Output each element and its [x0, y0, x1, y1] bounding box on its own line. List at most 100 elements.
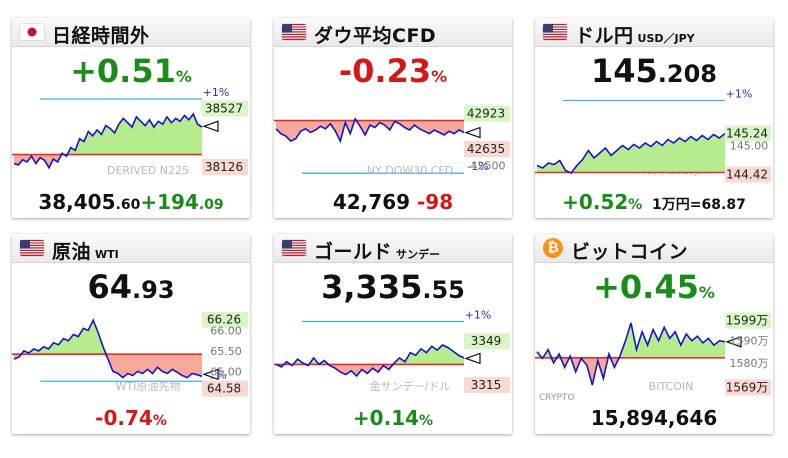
headline-integer: 3,335: [321, 268, 423, 306]
price-chart: -1% NY DOW30 CFD 42923 42635 42500: [274, 105, 510, 177]
high-label: 66.26: [207, 313, 241, 327]
high-label: 42923: [467, 107, 505, 121]
current-price-arrow-icon: [202, 368, 219, 381]
low-label: 38126: [205, 160, 243, 174]
chart-watermark: BITCOIN: [649, 380, 694, 393]
axis-tick-label: 42500: [471, 160, 506, 173]
loss-area: [537, 357, 725, 386]
price-chart: +1% 金サンデー/ドル 3349 3315: [274, 308, 510, 393]
low-label: 64.58: [207, 382, 241, 396]
card-title: 日経時間外: [52, 21, 150, 48]
footer-value: -0.74%: [12, 406, 250, 430]
headline-decimal: .208: [657, 60, 717, 88]
price-chart: BITCOIN 1599万 1569万 1590万 1580万 CRYPTO: [535, 312, 771, 403]
card-header: ₿ ビットコイン: [535, 234, 773, 263]
axis-tick-label: 65.50: [210, 345, 242, 358]
bitcoin-icon: ₿: [543, 238, 563, 258]
headline-integer: +0.45: [593, 268, 699, 306]
low-label: 42635: [467, 142, 505, 156]
card-dow[interactable]: ダウ平均CFD -1% NY DOW30 CFD 42923 42635 42500 -0.…: [274, 18, 512, 218]
headline-value: 145.208: [535, 52, 773, 90]
current-price-arrow-icon: [464, 352, 481, 365]
card-header: 日経時間外: [12, 18, 250, 47]
high-label: 3349: [471, 334, 502, 348]
loss-area: [14, 354, 202, 378]
headline-integer: +0.51: [70, 52, 176, 90]
percent-guide-label: +1%: [726, 88, 753, 101]
card-gold[interactable]: ゴールド サンデー +1% 金サンデー/ドル 3349 3315 3,335.55 +0.14…: [274, 234, 512, 434]
card-subtitle: WTI: [95, 248, 119, 261]
card-title: 原油 WTI: [52, 237, 119, 264]
headline-unit: %: [175, 67, 192, 86]
us-flag-icon: [543, 24, 567, 40]
low-label: 1569万: [726, 380, 769, 394]
card-title-text: ドル円: [575, 25, 634, 47]
axis-tick-label: 66.00: [210, 324, 242, 337]
percent-guide-label: +1%: [465, 308, 492, 321]
price-series-line: [275, 117, 465, 144]
axis-tick-label: 1580万: [730, 357, 769, 370]
card-title: ビットコイン: [571, 237, 688, 264]
card-title-text: 原油: [52, 241, 92, 263]
chart-watermark: WTI原油先物: [116, 379, 181, 393]
footer-part: %: [628, 197, 643, 213]
card-header: ゴールド サンデー: [274, 234, 512, 263]
chart-watermark: NY DOW30 CFD: [367, 164, 453, 177]
footer-part: .09: [198, 197, 224, 213]
headline-value: -0.23%: [274, 52, 512, 90]
headline-integer: -0.23: [338, 52, 432, 90]
footer-part: 1万円=68.87: [642, 197, 746, 213]
price-series-line: [13, 112, 203, 170]
current-price-arrow-icon: [202, 120, 219, 133]
low-label: 144.42: [726, 168, 768, 182]
gain-area: [14, 114, 202, 155]
card-title: ドル円 USD／JPY: [575, 21, 695, 48]
price-series-line: [275, 344, 465, 378]
footer-part: .60: [115, 197, 141, 213]
footer-value: 38,405.60+194.09: [12, 190, 250, 214]
high-label-bg: [202, 311, 248, 328]
card-wti[interactable]: 原油WTI-1%WTI原油先物66.2664.5866.0065.5065.00…: [12, 234, 250, 434]
card-title-text: ビットコイン: [571, 241, 689, 263]
axis-tick-label: 145.00: [730, 140, 769, 153]
headline-decimal: .93: [132, 276, 175, 304]
footer-part: -0.74: [95, 406, 153, 430]
card-title-text: 日経時間外: [52, 25, 150, 47]
card-btc[interactable]: ₿ ビットコイン BITCOIN 1599万 1569万 1590万 1580万 CRYPTO…: [535, 234, 773, 434]
percent-guide-label: -1%: [467, 160, 488, 173]
headline-value: +0.51%: [12, 52, 250, 90]
card-header: ドル円 USD／JPY: [535, 18, 773, 47]
card-subtitle: サンデー: [396, 248, 441, 261]
us-flag-icon: [282, 240, 306, 256]
card-title-text: ダウ平均CFD: [314, 25, 437, 47]
low-label-bg: [464, 141, 510, 158]
headline-integer: 64: [87, 268, 132, 306]
low-label-bg: [725, 166, 771, 183]
price-series-line: [536, 322, 726, 386]
gain-area: [537, 322, 725, 358]
high-label: 145.24: [726, 127, 768, 141]
chart-watermark: DERIVED N225: [107, 164, 189, 177]
footer-part: 15,894,646: [590, 406, 718, 430]
footer-part: +0.14: [352, 406, 420, 430]
footer-part: -98: [410, 190, 454, 214]
low-label-bg: [202, 158, 248, 175]
card-header: 原油 WTI: [12, 234, 250, 263]
footer-part: 38,405: [38, 190, 116, 214]
us-flag-icon: [282, 24, 306, 40]
headline-value: 3,335.55: [274, 268, 512, 306]
headline-integer: 145: [590, 52, 658, 90]
high-label-bg: [464, 105, 510, 122]
footer-value: +0.14%: [274, 406, 512, 430]
card-title: ダウ平均CFD: [314, 21, 436, 48]
headline-value: 64.93: [12, 268, 250, 306]
low-label-bg: [725, 379, 771, 396]
low-label-bg: [202, 380, 248, 397]
card-title-text: ゴールド: [314, 241, 393, 263]
card-header: ダウ平均CFD: [274, 18, 512, 47]
us-flag-icon: [20, 240, 44, 256]
card-nikkei[interactable]: 日経時間外 +1% DERIVED N225 38527 38126 +0.51% 38,4…: [12, 18, 250, 218]
